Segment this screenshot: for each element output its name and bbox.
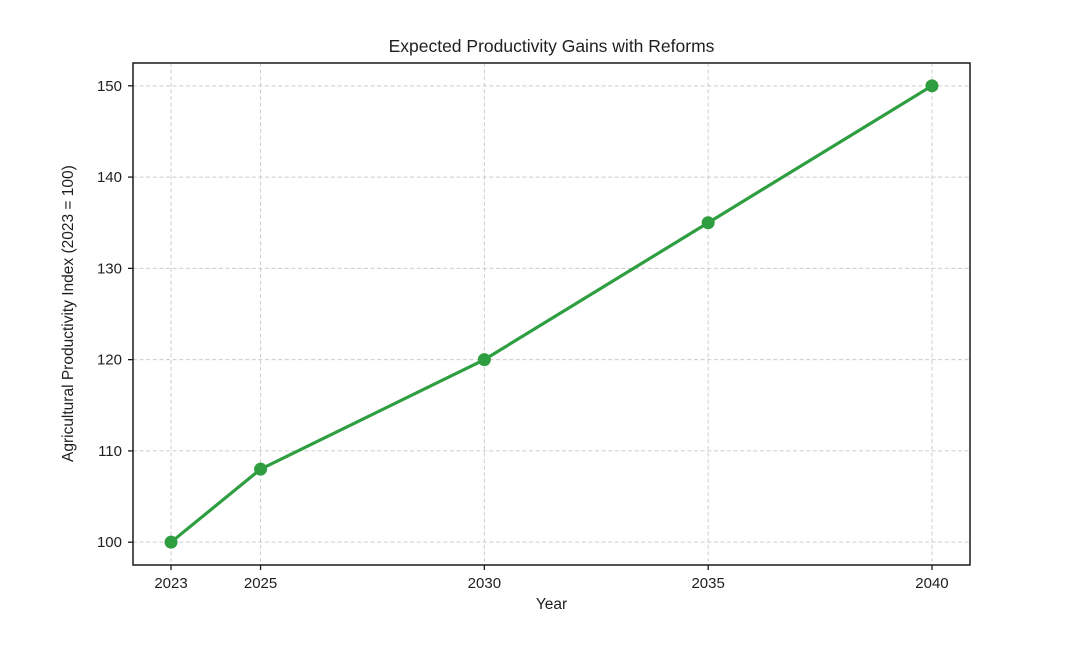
x-tick-label: 2023 [154,575,187,592]
data-point [164,535,178,549]
data-point [925,79,939,93]
data-point [477,353,491,367]
data-line [169,84,934,544]
y-tick-label: 100 [97,534,122,551]
x-tick-label: 2030 [468,575,501,592]
y-tick-label: 120 [97,352,122,369]
x-tick-label: 2035 [691,575,724,592]
x-tick-label: 2040 [915,575,948,592]
x-axis-label: Year [535,596,568,613]
y-tick-label: 130 [97,260,122,277]
y-tick-label: 140 [97,169,122,186]
plot-frame [132,62,971,566]
data-point [254,462,268,476]
y-tick-label: 110 [98,443,122,460]
y-tick-label: 150 [97,78,122,95]
x-tick-label: 2025 [244,575,277,592]
chart-title: Expected Productivity Gains with Reforms [388,36,715,56]
data-point [701,216,715,230]
